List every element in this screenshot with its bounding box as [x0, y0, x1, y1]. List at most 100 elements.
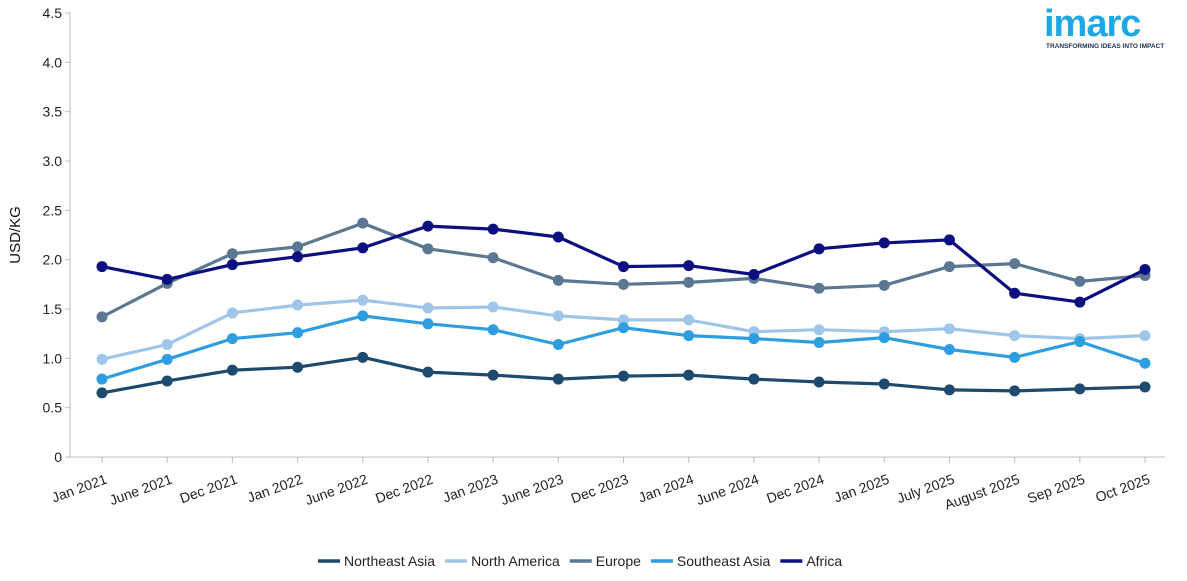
- data-point: [683, 369, 695, 381]
- data-point: [1139, 264, 1151, 276]
- data-point: [1139, 330, 1151, 342]
- data-point: [683, 276, 695, 288]
- x-tick-label: Jan 2024: [636, 471, 696, 506]
- data-point: [487, 369, 499, 381]
- data-point: [683, 330, 695, 342]
- legend-label: Europe: [596, 553, 641, 569]
- y-tick-label: 0.5: [43, 400, 63, 416]
- data-point: [813, 243, 825, 255]
- y-tick-label: 1.5: [43, 301, 63, 317]
- legend-label: Africa: [806, 553, 842, 569]
- data-point: [357, 294, 369, 306]
- data-point: [813, 376, 825, 388]
- data-point: [552, 231, 564, 243]
- data-point: [943, 261, 955, 273]
- data-point: [1009, 351, 1021, 363]
- x-tick-label: Jan 2025: [832, 471, 892, 506]
- x-tick-label: Dec 2022: [373, 471, 435, 507]
- y-tick-label: 3.5: [43, 104, 63, 120]
- y-tick-label: 2.0: [43, 252, 63, 268]
- data-point: [226, 364, 238, 376]
- x-tick-label: August 2025: [942, 471, 1022, 513]
- data-point: [487, 223, 499, 235]
- data-point: [96, 387, 108, 399]
- x-tick-label: June 2021: [107, 471, 174, 508]
- y-tick-label: 4.5: [43, 5, 63, 21]
- data-point: [1074, 275, 1086, 287]
- data-point: [226, 307, 238, 319]
- data-point: [552, 373, 564, 385]
- x-tick-label: Dec 2021: [178, 471, 240, 507]
- data-point: [943, 343, 955, 355]
- x-tick-label: Jan 2023: [441, 471, 501, 506]
- legend-label: Southeast Asia: [677, 553, 771, 569]
- data-point: [1074, 296, 1086, 308]
- legend: Northeast Asia North America Europe Southea…: [318, 553, 842, 569]
- y-tick-label: 0: [54, 449, 62, 465]
- data-point: [1074, 383, 1086, 395]
- data-point: [357, 351, 369, 363]
- data-point: [1009, 287, 1021, 299]
- data-point: [943, 384, 955, 396]
- data-point: [226, 248, 238, 260]
- x-tick-label: Dec 2023: [569, 471, 631, 507]
- x-tick-label: Sep 2025: [1025, 471, 1087, 507]
- data-point: [552, 274, 564, 286]
- legend-item: Africa: [780, 553, 842, 569]
- data-point: [1009, 258, 1021, 270]
- data-point: [1074, 336, 1086, 348]
- data-point: [878, 332, 890, 344]
- legend-item: Southeast Asia: [650, 553, 771, 569]
- legend-label: North America: [471, 553, 560, 569]
- data-point: [943, 323, 955, 335]
- x-tick-label: Jan 2022: [245, 471, 305, 506]
- x-tick-label: June 2022: [303, 471, 370, 508]
- data-point: [422, 243, 434, 255]
- series-africa: [96, 220, 1151, 308]
- data-point: [357, 310, 369, 322]
- data-point: [487, 252, 499, 264]
- data-point: [357, 217, 369, 229]
- series-layer: [96, 217, 1151, 399]
- data-point: [292, 241, 304, 253]
- data-point: [96, 311, 108, 323]
- data-point: [618, 278, 629, 290]
- data-point: [161, 273, 173, 285]
- data-point: [422, 366, 434, 378]
- data-point: [552, 339, 564, 351]
- y-tick-label: 3.0: [43, 153, 63, 169]
- data-point: [292, 327, 304, 339]
- data-point: [96, 373, 108, 385]
- data-point: [748, 333, 760, 345]
- data-point: [161, 353, 173, 365]
- legend-label: Northeast Asia: [344, 553, 435, 569]
- data-point: [487, 301, 499, 313]
- data-point: [487, 324, 499, 336]
- data-point: [1139, 357, 1151, 369]
- data-point: [618, 261, 629, 273]
- data-point: [96, 261, 108, 273]
- data-point: [748, 373, 760, 385]
- data-point: [618, 370, 629, 382]
- data-point: [683, 260, 695, 272]
- data-point: [1009, 330, 1021, 342]
- x-tick-label: June 2024: [694, 471, 761, 508]
- data-point: [552, 310, 564, 322]
- data-point: [161, 339, 173, 351]
- data-point: [748, 268, 760, 280]
- data-point: [943, 234, 955, 246]
- data-point: [226, 333, 238, 345]
- logo-tagline: TRANSFORMING IDEAS INTO IMPACT: [1046, 43, 1165, 50]
- legend-item: Northeast Asia: [318, 553, 435, 569]
- data-point: [96, 353, 108, 365]
- y-tick-label: 2.5: [43, 202, 63, 218]
- data-point: [618, 314, 629, 326]
- y-tick-label: 4.0: [43, 54, 63, 70]
- x-tick-label: Dec 2024: [764, 471, 826, 507]
- data-point: [618, 322, 629, 334]
- series-southeast-asia: [96, 310, 1151, 385]
- data-point: [1009, 385, 1021, 397]
- data-point: [357, 242, 369, 254]
- legend-item: Europe: [569, 553, 641, 569]
